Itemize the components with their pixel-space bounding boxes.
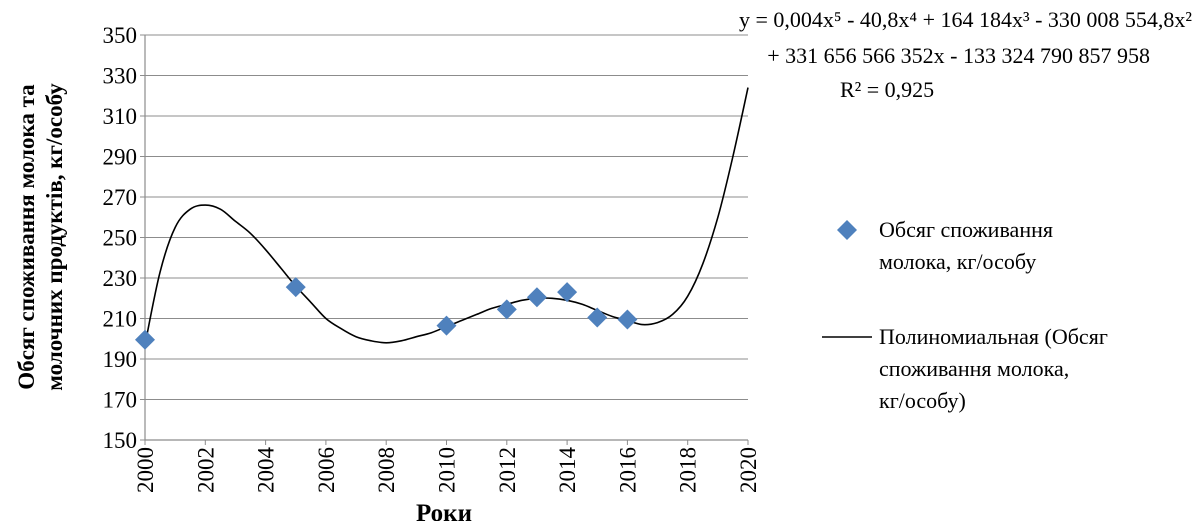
y-axis-label-line-2: молочних продуктів, кг/особу (42, 83, 67, 391)
y-tick-label: 230 (103, 266, 138, 291)
y-tick-label: 270 (103, 185, 138, 210)
x-tick-label: 2020 (736, 447, 761, 493)
data-point (617, 309, 638, 330)
x-tick-label: 2018 (676, 447, 701, 493)
x-tick-label: 2004 (254, 447, 279, 494)
y-tick-label: 170 (103, 388, 138, 413)
data-point (285, 277, 306, 298)
x-axis-label: Роки (416, 500, 472, 521)
y-tick-label: 350 (103, 23, 138, 48)
legend-diamond-marker (837, 220, 857, 240)
data-point (436, 315, 457, 336)
x-tick-label: 2008 (374, 447, 399, 493)
x-tick-label: 2000 (133, 447, 158, 493)
y-tick-labels: 150 170 190 210 230 250 270 290 310 330 350 (103, 23, 138, 453)
x-tick-label: 2006 (314, 447, 339, 493)
y-tick-label: 290 (103, 145, 138, 170)
data-point (587, 307, 608, 328)
data-points (135, 277, 638, 350)
data-point (557, 282, 578, 303)
legend-series-2-line-2: споживання молока, (879, 356, 1069, 381)
trendline-equation-line-2: + 331 656 566 352x - 133 324 790 857 958 (767, 43, 1150, 68)
y-tick-label: 190 (103, 347, 138, 372)
polynomial-trendline (144, 87, 749, 345)
legend-series-1-line-2: молока, кг/особу (879, 249, 1036, 274)
gridlines (145, 34, 748, 400)
x-tick-labels: 2000 2002 2004 2006 2008 2010 2012 2014 2016 2018… (133, 447, 761, 494)
trendline-equation-line-1: y = 0,004x⁵ - 40,8x⁴ + 164 184x³ - 330 0… (739, 7, 1192, 32)
x-tick-label: 2016 (615, 447, 640, 493)
y-axis-label-line-1: Обсяг споживання молока та (14, 84, 39, 390)
legend: Обсяг споживання молока, кг/особу Полино… (822, 217, 1108, 413)
data-point (135, 329, 155, 350)
x-tick-label: 2014 (555, 447, 580, 494)
legend-series-1-line-1: Обсяг споживання (879, 217, 1053, 242)
y-tick-label: 250 (103, 226, 138, 251)
data-point (526, 287, 547, 308)
y-tick-label: 150 (103, 428, 138, 453)
y-tick-label: 210 (103, 307, 138, 332)
y-tick-label: 310 (103, 104, 138, 129)
x-tick-label: 2010 (435, 447, 460, 493)
data-point (496, 299, 517, 320)
axes (140, 34, 749, 445)
legend-series-2-line-3: кг/особу) (879, 388, 966, 413)
x-tick-label: 2002 (193, 447, 218, 493)
y-tick-label: 330 (103, 64, 138, 89)
x-tick-label: 2012 (495, 447, 520, 493)
r-squared-label: R² = 0,925 (840, 77, 934, 102)
legend-series-2-line-1: Полиномиальная (Обсяг (879, 324, 1108, 349)
